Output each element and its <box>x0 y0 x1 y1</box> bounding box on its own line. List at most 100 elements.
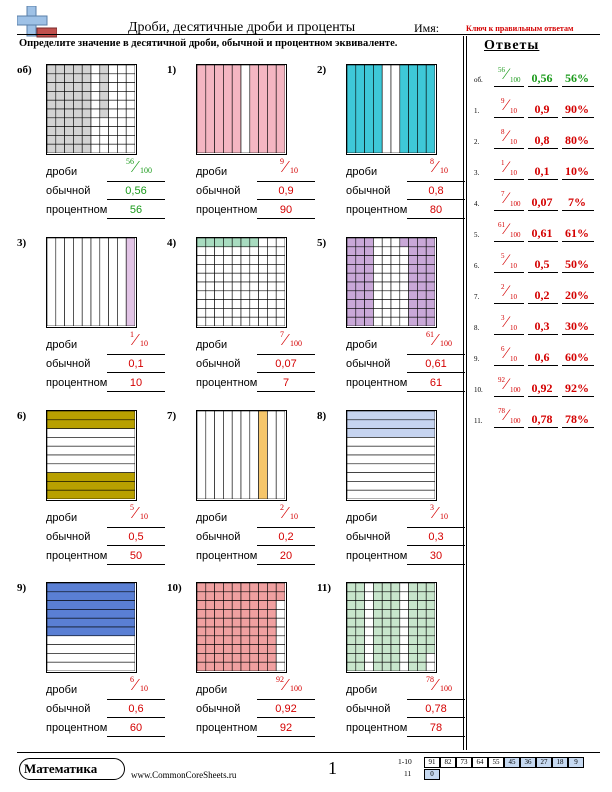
model-row <box>347 489 435 499</box>
model-cell <box>408 661 418 671</box>
decimal-underline <box>407 545 465 546</box>
model-cell <box>267 661 277 671</box>
model-cell <box>64 99 74 110</box>
fraction-underline <box>257 354 315 355</box>
model-row <box>47 635 135 645</box>
percent-answer: 80 <box>429 204 443 216</box>
fraction-answer: 3 ⁄ 10 <box>407 503 465 527</box>
model-column <box>90 238 101 326</box>
answer-numerator: 2 <box>501 283 505 291</box>
model-cell <box>197 308 207 318</box>
fraction-denominator: 10 <box>140 512 148 521</box>
decimal-answer: 0,61 <box>425 358 447 370</box>
model-cell <box>214 626 224 637</box>
fraction-label: дроби <box>346 339 378 351</box>
decimal-answer: 0,6 <box>128 703 144 715</box>
fraction-answer: 78 ⁄ 100 <box>407 675 465 699</box>
model-cell <box>197 626 207 637</box>
model-cell <box>223 308 233 318</box>
model-cell <box>197 661 207 671</box>
fraction-numerator: 3 <box>430 503 434 512</box>
decimal-answer: 0,9 <box>278 185 294 197</box>
percent-label: процентном <box>46 550 108 562</box>
model-cell <box>205 600 215 610</box>
model-cell <box>275 299 285 309</box>
model-cell <box>408 316 418 326</box>
model-cell <box>73 82 83 92</box>
model-cell <box>425 591 435 601</box>
model-cell <box>373 635 383 645</box>
fraction-numerator: 92 <box>276 675 284 684</box>
percent-label: процентном <box>196 204 258 216</box>
model-cell <box>197 653 207 663</box>
model-cell <box>125 143 135 153</box>
model-cell <box>205 617 215 628</box>
answer-row: 4. 7 ⁄ 100 0,07 7% <box>474 188 599 214</box>
model-cell <box>355 626 365 637</box>
model-cell <box>425 238 435 248</box>
model-cell <box>231 609 242 619</box>
model-cell <box>347 272 357 283</box>
answer-slash: ⁄ <box>505 407 508 424</box>
model-column <box>231 65 242 153</box>
fraction-denominator: 10 <box>140 339 148 348</box>
model-cell <box>364 238 374 248</box>
model-cell <box>117 99 127 110</box>
answer-underline <box>528 272 558 273</box>
model-cell <box>205 635 215 645</box>
model-cell <box>117 135 127 145</box>
model-cell <box>125 73 135 83</box>
model-cell <box>223 635 233 645</box>
model-cell <box>373 246 383 256</box>
model-cell <box>355 316 365 326</box>
model-cell <box>55 91 65 101</box>
model-cell <box>223 290 233 300</box>
model-column <box>267 65 277 153</box>
answer-percent: 60% <box>565 350 589 364</box>
answer-underline <box>494 396 524 397</box>
model-cell <box>390 246 401 256</box>
model-cell <box>267 626 277 637</box>
model-cell <box>355 308 365 318</box>
model-cell <box>108 108 118 119</box>
model-cell <box>425 661 435 671</box>
model-cell <box>117 73 127 83</box>
model-cell <box>81 117 92 127</box>
model-cell <box>373 290 383 300</box>
model-cell <box>417 255 427 265</box>
model-cell <box>381 281 392 292</box>
model-cell <box>408 653 418 663</box>
model-cell <box>373 591 383 601</box>
model-cell <box>197 255 207 265</box>
model-cell <box>81 91 92 101</box>
answer-underline <box>528 86 558 87</box>
model-cell <box>390 272 401 283</box>
answer-underline <box>562 303 594 304</box>
fraction-underline <box>107 354 165 355</box>
model-cell <box>214 246 224 256</box>
answer-fraction: 78 ⁄ 100 <box>494 405 524 431</box>
decimal-label: обычной <box>196 185 241 197</box>
model-cell <box>214 653 224 663</box>
model-cell <box>231 246 242 256</box>
fraction-denominator: 10 <box>290 512 298 521</box>
model-cell <box>197 609 207 619</box>
percent-label: процентном <box>46 204 108 216</box>
model-cell <box>99 126 109 136</box>
model-column <box>417 65 427 153</box>
answer-percent: 92% <box>565 381 589 395</box>
model-cell <box>417 635 427 645</box>
model-cell <box>197 272 207 283</box>
model-cell <box>258 255 268 265</box>
model-cell <box>125 108 135 119</box>
answer-percent: 80% <box>565 133 589 147</box>
model-cell <box>214 255 224 265</box>
decimal-underline <box>257 545 315 546</box>
model-column <box>364 65 374 153</box>
model-cell <box>117 143 127 153</box>
model-column <box>223 65 233 153</box>
model-cell <box>47 82 57 92</box>
model-cell <box>267 635 277 645</box>
model-cell <box>108 73 118 83</box>
answer-denominator: 10 <box>510 262 517 270</box>
